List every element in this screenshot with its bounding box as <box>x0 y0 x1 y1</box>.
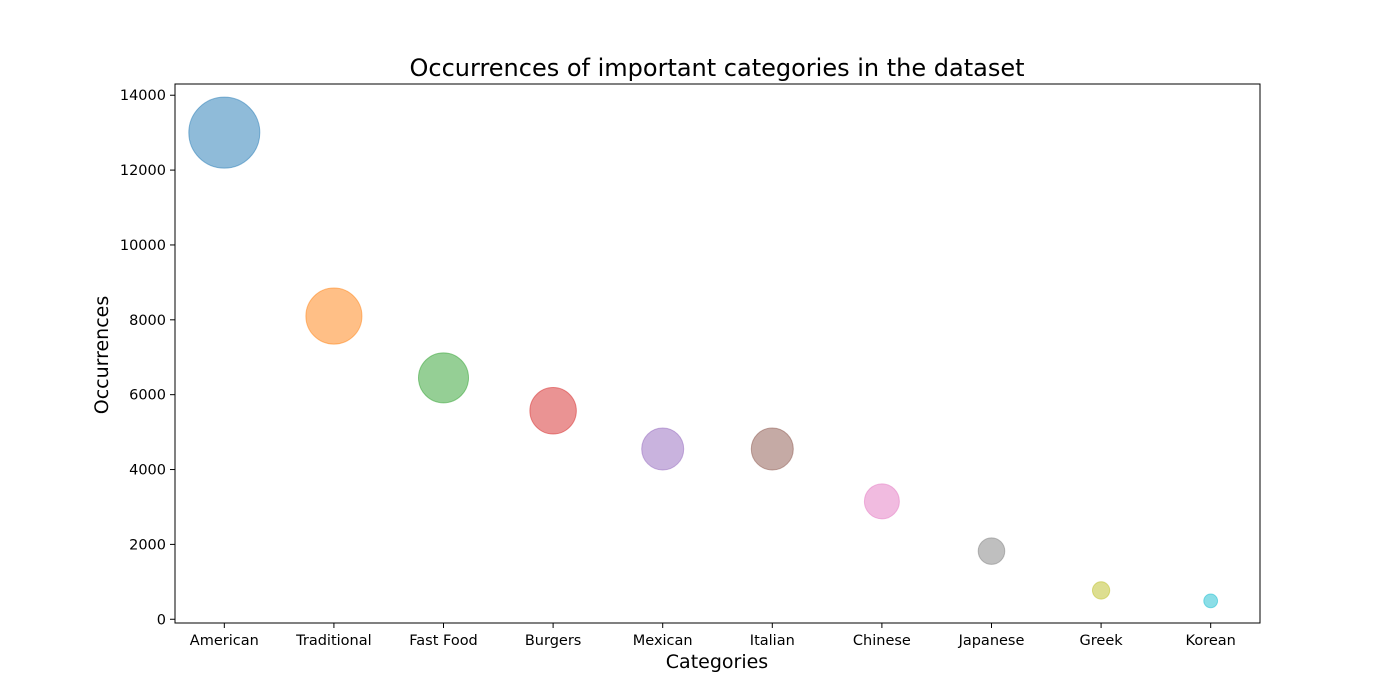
plot-frame <box>174 83 1261 624</box>
x-tick-label: Italian <box>750 633 795 649</box>
x-axis-label: Categories <box>666 651 768 673</box>
y-tick-label: 12000 <box>120 163 166 179</box>
x-tick-label: Greek <box>1080 633 1124 649</box>
x-tick-label: Chinese <box>853 633 911 649</box>
y-tick-label: 14000 <box>120 88 166 104</box>
bubble-korean <box>1203 593 1219 609</box>
bubble-japanese <box>977 537 1006 565</box>
bubble-layer <box>188 96 1219 609</box>
bubble-traditional <box>305 287 363 345</box>
y-tick-label: 6000 <box>129 388 166 404</box>
x-tick-label: Fast Food <box>409 633 478 649</box>
x-tick-label: Japanese <box>958 633 1025 649</box>
bubble-american <box>188 96 261 169</box>
bubble-italian <box>750 427 794 471</box>
y-tick-label: 2000 <box>129 537 166 553</box>
x-tick-label: Korean <box>1186 633 1236 649</box>
y-tick-label: 4000 <box>129 463 166 479</box>
bubble-greek <box>1091 581 1111 600</box>
x-tick-label: Traditional <box>295 633 372 649</box>
x-tick-label: American <box>190 633 259 649</box>
bubble-fast-food <box>418 352 470 404</box>
y-tick-label: 10000 <box>120 238 166 254</box>
x-axis: American Traditional Fast Food Burgers Mexic… <box>190 623 1236 649</box>
bubble-chinese <box>863 483 900 520</box>
x-tick-label: Burgers <box>525 633 582 649</box>
y-axis-label: Occurrences <box>91 296 113 415</box>
y-axis: 0 2000 4000 6000 8000 10000 12000 14000 <box>120 88 175 628</box>
chart-title: Occurrences of important categories in t… <box>410 54 1025 82</box>
y-tick-label: 0 <box>157 612 166 628</box>
x-tick-label: Mexican <box>633 633 693 649</box>
bubble-burgers <box>529 387 577 435</box>
y-tick-label: 8000 <box>129 313 166 329</box>
bubble-mexican <box>641 427 685 471</box>
